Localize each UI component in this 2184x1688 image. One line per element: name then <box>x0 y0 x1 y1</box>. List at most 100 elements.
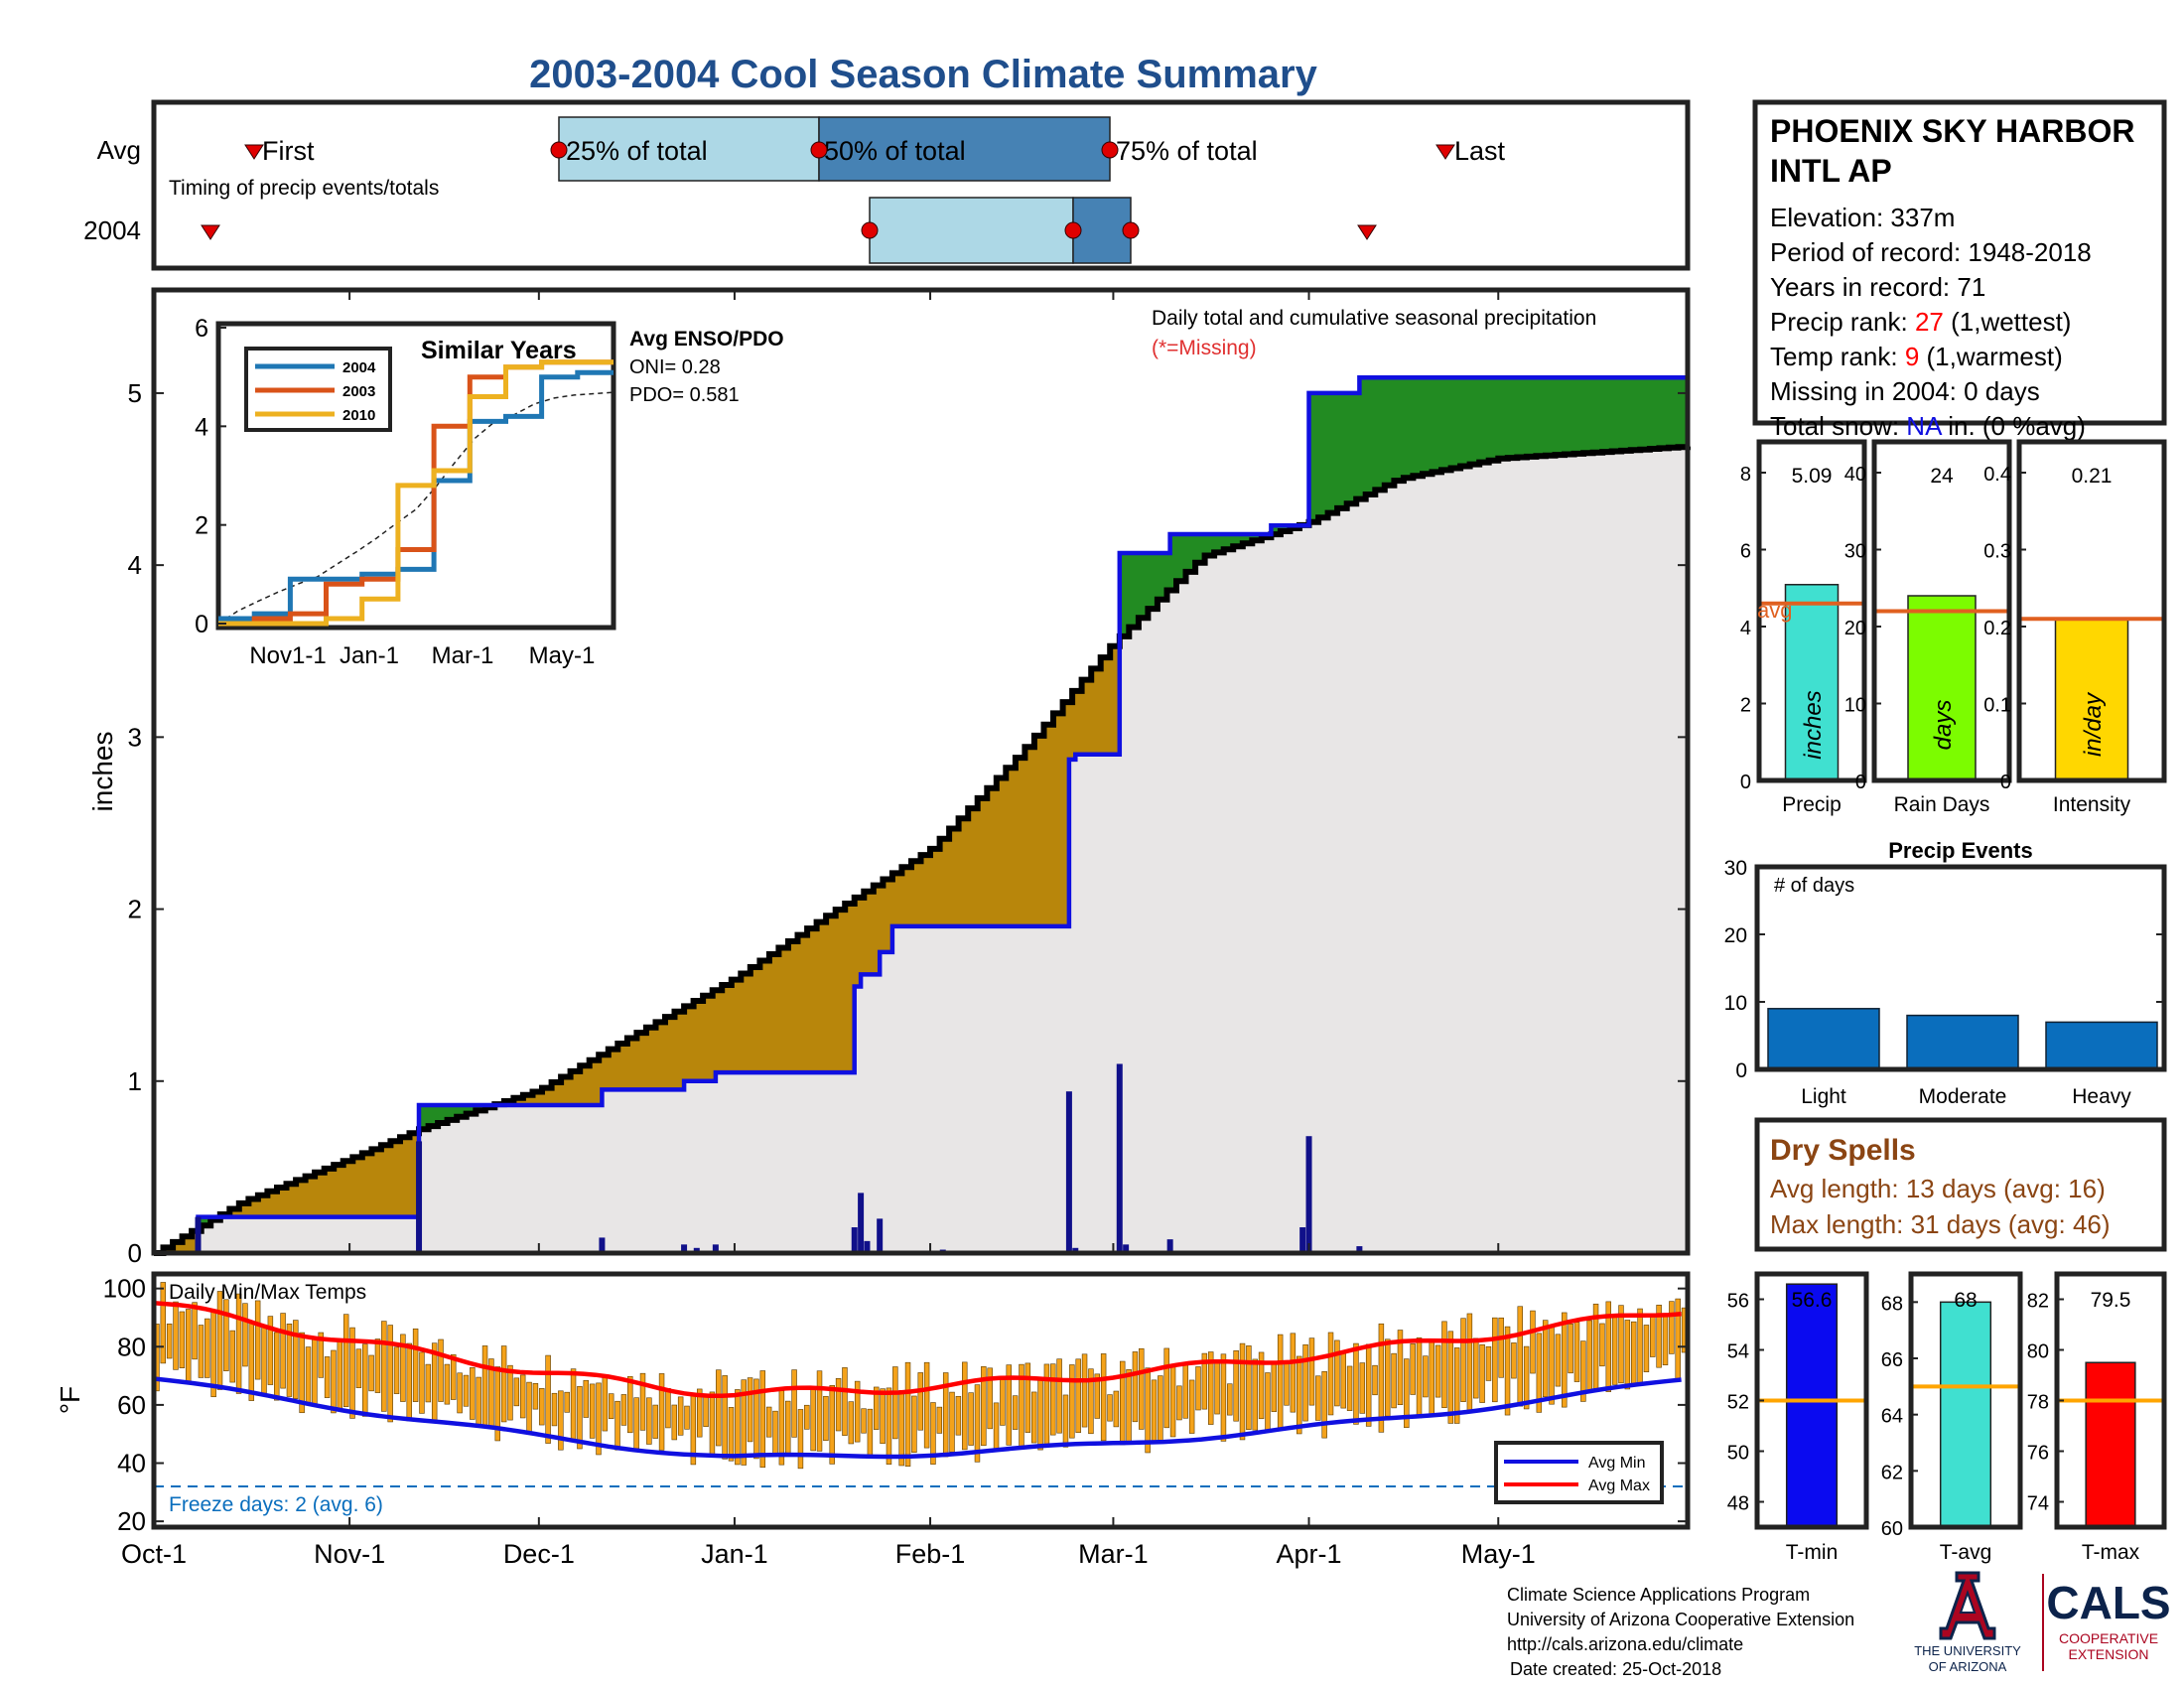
daily-temp-bar <box>205 1318 210 1378</box>
daily-temp-bar <box>981 1366 987 1447</box>
missing-note: (*=Missing) <box>1152 337 1257 359</box>
daily-temp-bar <box>765 1406 772 1438</box>
daily-temp-bar <box>1492 1317 1498 1403</box>
main-chart-frame <box>151 287 1691 1256</box>
daily-temp-bar <box>1012 1395 1019 1430</box>
station-elevation: Elevation: 337m <box>1770 203 1955 232</box>
daily-temp-bar <box>987 1367 993 1430</box>
coop-text-2: EXTENSION <box>2069 1646 2149 1662</box>
daily-temp-bar <box>1126 1369 1132 1443</box>
daily-temp-bar <box>1573 1322 1580 1382</box>
daily-temp-bar <box>1365 1343 1372 1427</box>
main-y-ticks: 0 1 2 3 4 5 <box>128 378 1688 1268</box>
daily-precip-bar <box>712 1244 719 1253</box>
temp-summary-tick-label: 56 <box>1727 1291 1749 1313</box>
daily-temp-bar <box>1246 1345 1252 1430</box>
daily-temp-bar <box>539 1388 545 1426</box>
daily-temp-bar <box>393 1346 400 1394</box>
y2004-box-25-50 <box>869 197 1074 264</box>
daily-temp-bar <box>400 1334 406 1402</box>
daily-temp-bar <box>355 1348 362 1388</box>
daily-temp-bar <box>791 1369 797 1438</box>
summary-panel-frame <box>2016 439 2167 783</box>
avg-min-line <box>153 1376 1682 1460</box>
daily-temp-bar <box>684 1405 690 1430</box>
daily-temp-bar <box>1669 1301 1675 1354</box>
temp-summary-tick-label: 80 <box>2027 1341 2049 1363</box>
daily-temp-bar <box>1662 1314 1669 1365</box>
daily-temp-bar <box>1536 1333 1543 1413</box>
daily-temp-bar <box>198 1325 205 1378</box>
daily-temp-bar <box>658 1373 665 1451</box>
summary-tick-label: 0.1 <box>1983 695 2011 717</box>
daily-temp-bar <box>589 1383 596 1439</box>
summary-tick-label: 10 <box>1844 695 1866 717</box>
daily-temp-bar <box>1466 1313 1473 1413</box>
daily-temp-bar <box>620 1394 627 1426</box>
daily-temp-bar <box>406 1342 412 1422</box>
daily-temp-bar <box>930 1402 936 1465</box>
observed-cumulative-line <box>154 375 1688 1256</box>
daily-temp-bar <box>1169 1363 1176 1438</box>
daily-temp-bar <box>1511 1342 1517 1379</box>
avg-first-label: First <box>262 136 315 166</box>
daily-temp-bar <box>816 1370 823 1452</box>
station-name-2: INTL AP <box>1770 153 1892 189</box>
event-tick-label: 30 <box>1724 857 1747 880</box>
daily-temp-bar <box>835 1378 842 1432</box>
daily-temp-bar <box>1416 1336 1423 1419</box>
daily-temp-bar <box>412 1328 419 1402</box>
daily-temp-bar <box>772 1410 778 1457</box>
daily-temp-bar <box>1555 1334 1562 1387</box>
daily-temp-bar <box>519 1374 526 1419</box>
daily-precip-bar <box>416 1141 423 1253</box>
daily-temp-bar <box>1220 1353 1227 1442</box>
daily-temp-bar <box>1334 1339 1340 1407</box>
daily-temp-bar <box>1385 1338 1391 1417</box>
daily-temp-bar <box>444 1363 451 1405</box>
daily-temp-bar <box>481 1345 488 1428</box>
avg-25-marker <box>550 141 568 159</box>
temp-summary-tick-label: 60 <box>1881 1518 1903 1540</box>
daily-temp-bar <box>722 1375 728 1460</box>
month-label: Jan-1 <box>701 1539 768 1569</box>
daily-temp-bar <box>179 1311 186 1368</box>
month-label: Oct-1 <box>121 1539 187 1569</box>
daily-temp-bar <box>1517 1306 1523 1407</box>
daily-precip-bar <box>195 1216 202 1253</box>
daily-temp-bar <box>463 1374 470 1407</box>
daily-temp-bar <box>318 1332 324 1378</box>
daily-temp-bar <box>1284 1362 1290 1406</box>
daily-temp-bar <box>1453 1347 1460 1424</box>
daily-precip-bar <box>851 1227 858 1253</box>
temp-avg-lines <box>153 1301 1688 1487</box>
temp-summary-tick-label: 50 <box>1727 1443 1749 1465</box>
legend-avg-min: Avg Min <box>1588 1455 1646 1472</box>
block-a-inner-icon <box>1959 1589 1977 1614</box>
footer: Climate Science Applications Program Uni… <box>1507 1571 2171 1679</box>
daily-temp-bar <box>677 1396 684 1436</box>
daily-temp-bar <box>1290 1333 1297 1413</box>
main-chart-note: Daily total and cumulative seasonal prec… <box>1152 307 1596 330</box>
daily-temp-bar <box>1107 1394 1113 1422</box>
daily-temp-bar <box>305 1346 312 1405</box>
month-label: Mar-1 <box>1078 1539 1149 1569</box>
daily-temp-bar <box>741 1379 747 1466</box>
temp-summary-value: 79.5 <box>2091 1289 2131 1312</box>
daily-temp-bar <box>1158 1375 1163 1441</box>
daily-temp-bar <box>1315 1375 1321 1421</box>
temp-frame <box>151 1271 1691 1530</box>
daily-temp-bar <box>286 1324 293 1397</box>
avg-50-label: 50% of total <box>824 136 966 166</box>
daily-temp-bar <box>1062 1394 1069 1448</box>
summary-panel-frame <box>1756 439 1867 783</box>
summary-tick-label: 8 <box>1740 464 1751 486</box>
daily-temp-bar <box>267 1316 274 1385</box>
daily-temp-bar <box>886 1387 892 1465</box>
y-tick-label: 3 <box>128 722 142 752</box>
daily-temp-bar <box>192 1302 198 1360</box>
daily-precip-bar <box>1356 1246 1363 1253</box>
timing-row-2004: 2004 <box>83 215 141 245</box>
